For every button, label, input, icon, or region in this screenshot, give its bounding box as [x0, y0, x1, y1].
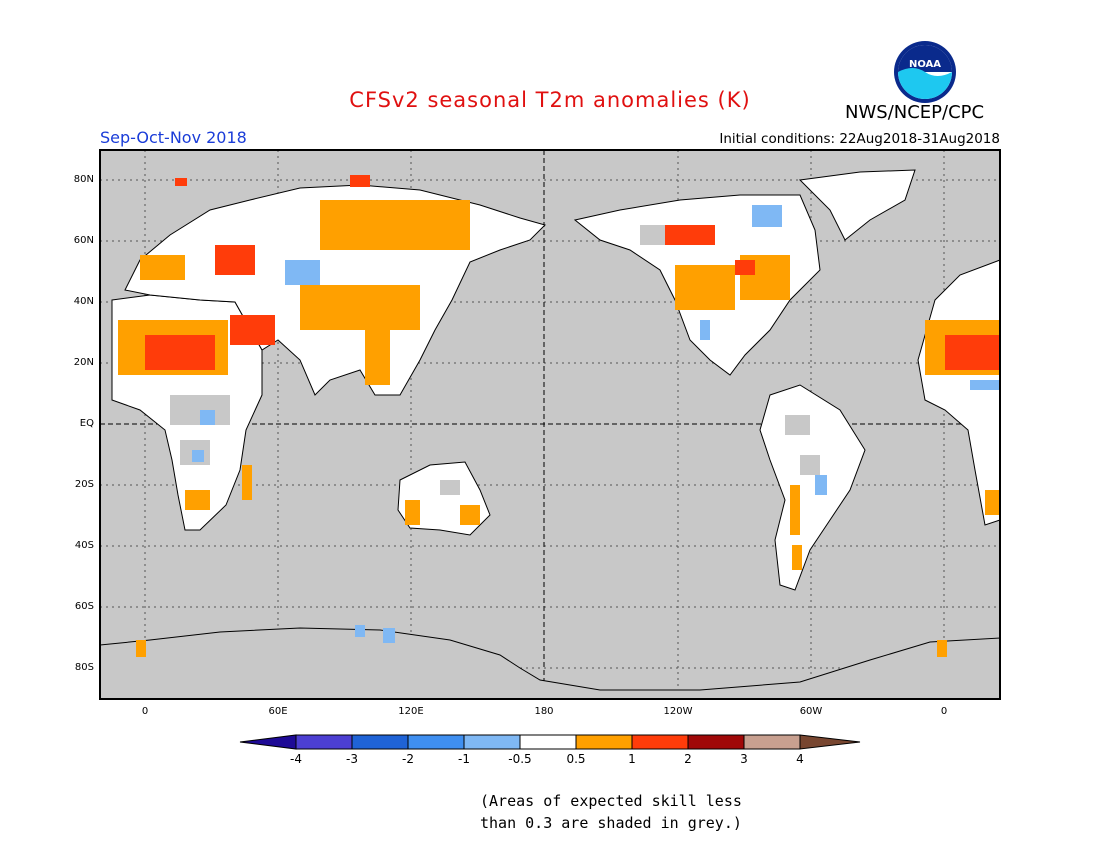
- land-south-america: [759, 384, 866, 591]
- colorbar-segment: [687, 734, 745, 750]
- colorbar-segment: [407, 734, 465, 750]
- lat-label: 60N: [73, 235, 94, 246]
- organization-label: NWS/NCEP/CPC: [845, 102, 985, 123]
- colorbar-label: 3: [740, 752, 748, 766]
- colorbar-segment: [351, 734, 409, 750]
- lat-label: EQ: [79, 418, 94, 429]
- footnote-line-2: than 0.3 are shaded in grey.): [480, 814, 742, 832]
- lat-label: 20S: [74, 479, 94, 490]
- chart-title: CFSv2 seasonal T2m anomalies (K): [349, 88, 751, 112]
- colorbar-segment: [519, 734, 577, 750]
- lat-label: 60S: [74, 601, 94, 612]
- logo-text: NOAA: [909, 59, 941, 70]
- colorbar-label: -2: [402, 752, 414, 766]
- colorbar-segment: [631, 734, 689, 750]
- initial-conditions-label: Initial conditions: 22Aug2018-31Aug2018: [719, 131, 1000, 147]
- colorbar-label: -3: [346, 752, 358, 766]
- lon-label: 60E: [268, 706, 288, 717]
- colorbar-segment: [295, 734, 353, 750]
- colorbar-label: -1: [458, 752, 470, 766]
- lon-label: 120E: [398, 706, 424, 717]
- colorbar-label: -0.5: [508, 752, 532, 766]
- colorbar: [239, 734, 861, 750]
- colorbar-segment: [575, 734, 633, 750]
- colorbar-arrow-left: [239, 734, 297, 750]
- colorbar-label: 1: [628, 752, 636, 766]
- map-main-lines: [100, 150, 1000, 699]
- footnote-line-1: (Areas of expected skill less: [480, 792, 742, 810]
- lon-label: 0: [940, 706, 948, 717]
- colorbar-segment: [463, 734, 521, 750]
- lat-label: 20N: [73, 357, 94, 368]
- colorbar-label: 2: [684, 752, 692, 766]
- season-label: Sep-Oct-Nov 2018: [100, 128, 247, 147]
- lon-label: 60W: [799, 706, 823, 717]
- lat-label: 80N: [73, 174, 94, 185]
- land-greenland: [798, 169, 916, 241]
- colorbar-segment: [743, 734, 801, 750]
- lat-label: 80S: [74, 662, 94, 673]
- lon-label: 0: [141, 706, 149, 717]
- lon-label: 120W: [663, 706, 693, 717]
- lon-label: 180: [534, 706, 554, 717]
- colorbar-label: 0.5: [566, 752, 586, 766]
- anomaly-cool-blue: [192, 205, 1000, 643]
- colorbar-arrow-right: [799, 734, 861, 750]
- anomaly-warm-red: [145, 175, 1000, 370]
- map-frame: [99, 149, 1001, 700]
- footnote: (Areas of expected skill less than 0.3 a…: [480, 790, 742, 834]
- colorbar-label: -4: [290, 752, 302, 766]
- lat-label: 40S: [74, 540, 94, 551]
- noaa-logo: NOAA: [894, 41, 956, 103]
- lat-label: 40N: [73, 296, 94, 307]
- colorbar-label: 4: [796, 752, 804, 766]
